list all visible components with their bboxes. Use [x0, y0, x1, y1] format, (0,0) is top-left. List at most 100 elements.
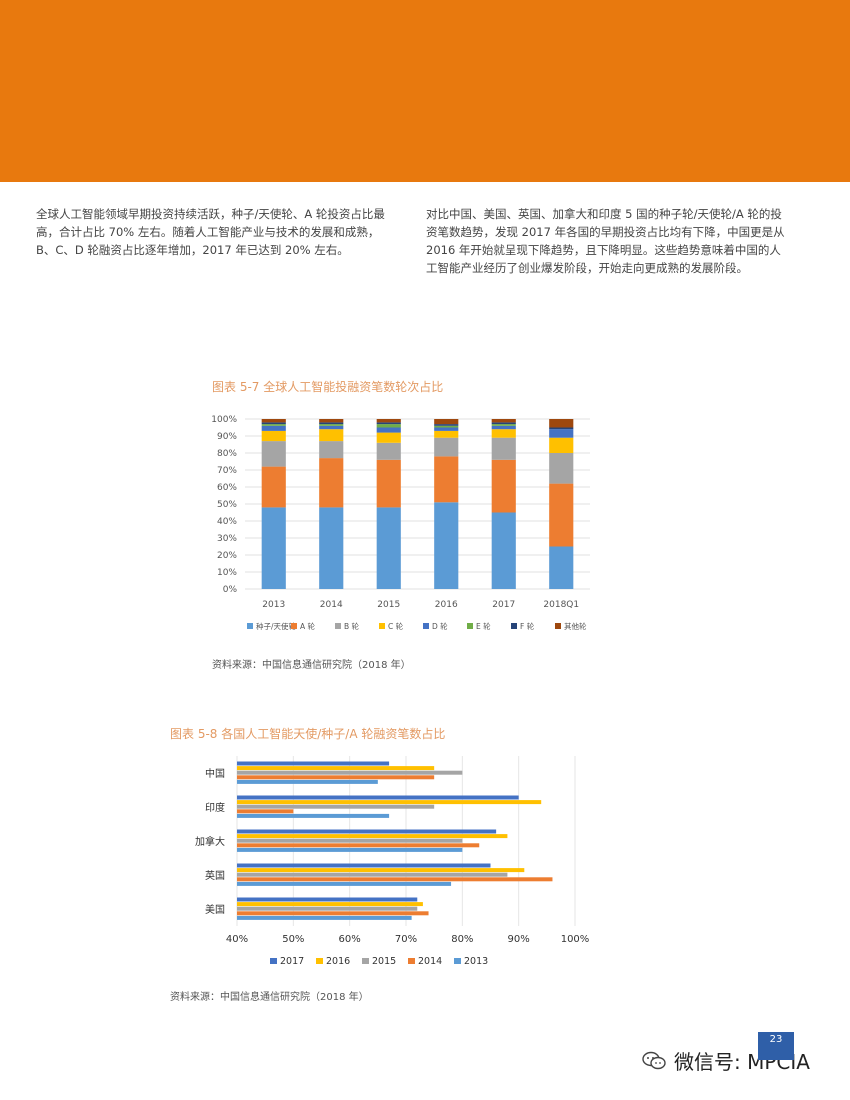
- y-tick-label: 60%: [217, 483, 237, 493]
- legend-swatch: [291, 623, 297, 629]
- x-tick-label: 80%: [451, 934, 473, 945]
- bar: [237, 829, 497, 834]
- bar: [237, 881, 452, 886]
- bar-segment: [434, 430, 459, 438]
- bar: [237, 902, 423, 907]
- legend-label: 2016: [326, 956, 350, 967]
- bar: [237, 834, 508, 839]
- bar: [237, 868, 525, 873]
- bar: [237, 761, 390, 766]
- x-tick-label: 2014: [320, 600, 343, 610]
- bar: [237, 872, 508, 877]
- y-tick-label: 中国: [205, 767, 225, 780]
- chart1-title: 图表 5-7 全球人工智能投融资笔数轮次占比: [212, 380, 444, 394]
- bar-segment: [319, 458, 344, 508]
- legend-swatch: [379, 623, 385, 629]
- legend-label: F 轮: [520, 621, 535, 631]
- bar-segment: [434, 502, 459, 589]
- bar-segment: [319, 419, 344, 423]
- bar-segment: [261, 441, 286, 467]
- bar-segment: [549, 483, 574, 547]
- bar-segment: [491, 437, 516, 460]
- x-tick-label: 40%: [226, 934, 248, 945]
- bar: [237, 915, 412, 920]
- y-tick-label: 30%: [217, 534, 237, 544]
- bar: [237, 863, 491, 868]
- bar-segment: [376, 442, 401, 460]
- y-tick-label: 70%: [217, 466, 237, 476]
- bar-segment: [491, 425, 516, 430]
- x-tick-label: 2015: [377, 600, 400, 610]
- chart1-stacked-bar: 0% 10% 20% 30% 40% 50% 60% 70% 80% 90% 100% 2013 201…: [211, 415, 590, 631]
- bar-segment: [549, 419, 574, 428]
- bar-segment: [549, 427, 574, 430]
- legend-label: 种子/天使轮: [256, 621, 297, 631]
- bar: [237, 809, 294, 814]
- bar: [237, 877, 553, 882]
- y-tick-label: 50%: [217, 500, 237, 510]
- bar-segment: [376, 507, 401, 589]
- bar: [237, 779, 378, 784]
- legend-label: 2014: [418, 956, 442, 967]
- bar: [237, 897, 418, 902]
- legend-swatch: [270, 958, 277, 964]
- bar: [237, 843, 480, 848]
- y-tick-label: 100%: [211, 415, 237, 425]
- bar-segment: [319, 424, 344, 426]
- bar-segment: [319, 429, 344, 442]
- x-tick-label: 50%: [282, 934, 304, 945]
- legend-swatch: [454, 958, 461, 964]
- y-tick-label: 英国: [205, 869, 225, 882]
- bar: [237, 906, 418, 911]
- intro-paragraph-right: 对比中国、美国、英国、加拿大和印度 5 国的种子轮/天使轮/A 轮的投资笔数趋势…: [426, 207, 785, 275]
- bar-segment: [434, 419, 459, 425]
- chart2-title: 图表 5-8 各国人工智能天使/种子/A 轮融资笔数占比: [170, 727, 446, 741]
- legend-swatch: [467, 623, 473, 629]
- legend-label: 2017: [280, 956, 304, 967]
- bar-segment: [434, 456, 459, 503]
- page-number: 23: [758, 1032, 794, 1060]
- bar-segment: [434, 425, 459, 428]
- y-tick-label: 90%: [217, 432, 237, 442]
- bar-segment: [261, 430, 286, 442]
- wechat-icon: [642, 1051, 666, 1069]
- bar: [237, 838, 463, 843]
- x-tick-label: 90%: [508, 934, 530, 945]
- bar: [237, 766, 435, 771]
- bar-segment: [319, 441, 344, 459]
- x-tick-label: 70%: [395, 934, 417, 945]
- chart2-source: 资料来源：中国信息通信研究院（2018 年）: [170, 992, 369, 1003]
- bar: [237, 775, 435, 780]
- bar-segment: [261, 422, 286, 425]
- legend-label: D 轮: [432, 621, 448, 631]
- intro-paragraph-left: 全球人工智能领域早期投资持续活跃，种子/天使轮、A 轮投资占比最高，合计占比 7…: [36, 207, 385, 257]
- bar-segment: [376, 432, 401, 443]
- chart1-source: 资料来源：中国信息通信研究院（2018 年）: [212, 660, 411, 671]
- legend-label: 2013: [464, 956, 488, 967]
- bar-segment: [434, 427, 459, 431]
- y-tick-label: 40%: [217, 517, 237, 527]
- bar: [237, 804, 435, 809]
- bar: [237, 770, 463, 775]
- x-tick-label: 2013: [262, 600, 285, 610]
- bar-segment: [261, 425, 286, 431]
- bar-segment: [376, 424, 401, 428]
- legend-swatch: [408, 958, 415, 964]
- bar-segment: [319, 422, 344, 425]
- x-tick-label: 2018Q1: [543, 600, 579, 610]
- legend-label: 2015: [372, 956, 396, 967]
- x-tick-label: 60%: [339, 934, 361, 945]
- bar: [237, 847, 463, 852]
- bar-segment: [261, 507, 286, 589]
- legend-swatch: [511, 623, 517, 629]
- legend-label: E 轮: [476, 621, 491, 631]
- bar-segment: [376, 419, 401, 423]
- bar: [237, 911, 429, 916]
- bar: [237, 800, 542, 805]
- bar-segment: [261, 419, 286, 423]
- bar-segment: [434, 424, 459, 426]
- x-tick-label: 100%: [561, 934, 590, 945]
- bar-segment: [491, 429, 516, 438]
- bar: [237, 795, 519, 800]
